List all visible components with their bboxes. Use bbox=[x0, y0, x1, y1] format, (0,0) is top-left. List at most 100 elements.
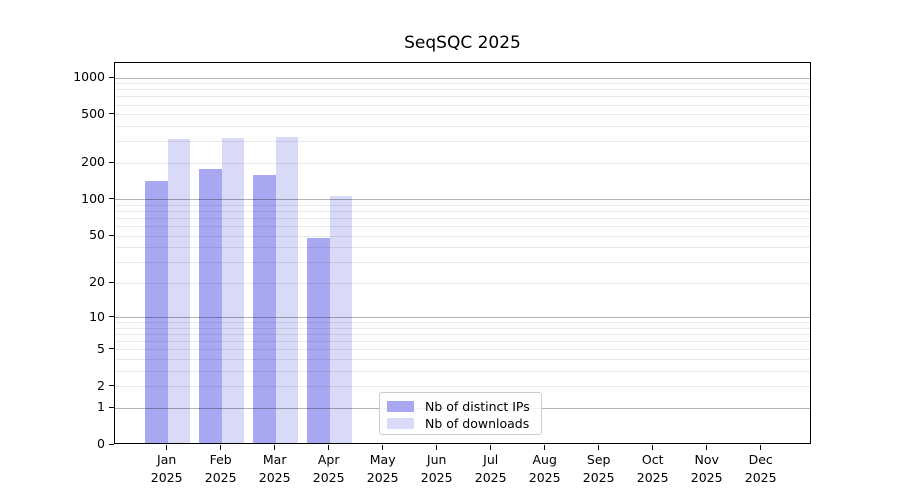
legend-row: Nb of distinct IPs bbox=[387, 398, 531, 414]
legend-label-distinct-ips: Nb of distinct IPs bbox=[425, 398, 530, 414]
y-tick-mark bbox=[109, 76, 114, 78]
legend: Nb of distinct IPs Nb of downloads bbox=[379, 392, 542, 435]
bar-downloads-feb bbox=[221, 138, 245, 443]
x-tick-year: 2025 bbox=[528, 469, 561, 485]
bar-downloads-apr bbox=[329, 195, 353, 443]
y-gridline-major bbox=[115, 77, 810, 79]
y-tick-mark bbox=[109, 385, 114, 387]
x-tick-month: Aug bbox=[532, 452, 557, 467]
plot-area: Nb of distinct IPs Nb of downloads bbox=[114, 62, 811, 444]
x-tick-year: 2025 bbox=[366, 469, 399, 485]
x-tick-label-feb: Feb 2025 bbox=[189, 451, 253, 486]
y-gridline-minor bbox=[115, 141, 810, 143]
x-tick-month: Mar bbox=[262, 452, 287, 467]
x-tick-label-jul: Jul 2025 bbox=[459, 451, 523, 486]
y-tick-label: 20 bbox=[89, 274, 105, 290]
y-tick-mark bbox=[109, 198, 114, 200]
y-tick-label: 500 bbox=[81, 105, 105, 121]
x-tick-month: Jul bbox=[483, 452, 499, 467]
bar-downloads-mar bbox=[275, 137, 299, 443]
x-tick-year: 2025 bbox=[312, 469, 345, 485]
x-tick-year: 2025 bbox=[150, 469, 183, 485]
bar-ips-mar bbox=[253, 175, 276, 443]
x-tick-label-may: May 2025 bbox=[351, 451, 415, 486]
bar-ips-apr bbox=[307, 238, 330, 443]
x-tick-mark bbox=[598, 445, 600, 450]
x-tick-mark bbox=[490, 445, 492, 450]
x-tick-month: Apr bbox=[317, 452, 340, 467]
x-tick-mark bbox=[166, 445, 168, 450]
x-tick-month: Oct bbox=[641, 452, 664, 467]
y-tick-mark bbox=[109, 281, 114, 283]
x-tick-year: 2025 bbox=[258, 469, 291, 485]
y-gridline-minor bbox=[115, 104, 810, 106]
x-tick-year: 2025 bbox=[744, 469, 777, 485]
y-gridline-minor bbox=[115, 218, 810, 220]
chart-title: SeqSQC 2025 bbox=[404, 33, 521, 53]
y-gridline-major bbox=[115, 199, 810, 201]
x-tick-year: 2025 bbox=[636, 469, 669, 485]
y-gridline-minor bbox=[115, 359, 810, 360]
x-tick-month: Dec bbox=[748, 452, 773, 467]
y-gridline-minor bbox=[115, 89, 810, 91]
x-tick-year: 2025 bbox=[690, 469, 723, 485]
x-tick-label-aug: Aug 2025 bbox=[513, 451, 577, 486]
x-tick-label-oct: Oct 2025 bbox=[621, 451, 685, 486]
y-tick-label: 1 bbox=[97, 399, 105, 415]
y-tick-mark bbox=[109, 316, 114, 318]
x-tick-label-dec: Dec 2025 bbox=[729, 451, 793, 486]
y-gridline-minor bbox=[115, 370, 810, 372]
y-gridline-minor bbox=[115, 114, 810, 116]
y-tick-mark bbox=[109, 348, 114, 350]
y-gridline-minor bbox=[115, 334, 810, 336]
x-tick-year: 2025 bbox=[474, 469, 507, 485]
y-tick-label: 100 bbox=[81, 190, 105, 206]
bar-downloads-jan bbox=[167, 138, 191, 443]
y-tick-label: 50 bbox=[89, 227, 105, 243]
x-tick-month: Sep bbox=[586, 452, 611, 467]
y-gridline-minor bbox=[115, 211, 810, 213]
y-tick-label: 0 bbox=[97, 436, 105, 451]
y-tick-mark bbox=[109, 161, 114, 163]
bar-ips-feb bbox=[199, 168, 222, 443]
x-tick-label-apr: Apr 2025 bbox=[297, 451, 361, 486]
x-tick-year: 2025 bbox=[204, 469, 237, 485]
y-gridline-minor bbox=[115, 262, 810, 264]
y-tick-label: 1000 bbox=[73, 69, 105, 84]
x-tick-label-mar: Mar 2025 bbox=[243, 451, 307, 486]
y-gridline-minor bbox=[115, 341, 810, 343]
y-gridline-minor bbox=[115, 162, 810, 164]
x-tick-year: 2025 bbox=[582, 469, 615, 485]
y-tick-label: 10 bbox=[89, 308, 105, 324]
x-tick-mark bbox=[652, 445, 654, 450]
y-tick-mark bbox=[109, 443, 114, 445]
legend-swatch-distinct-ips bbox=[387, 400, 414, 412]
y-gridline-minor bbox=[115, 96, 810, 98]
bar-ips-jan bbox=[145, 180, 168, 443]
x-tick-mark bbox=[382, 445, 384, 450]
x-tick-label-jan: Jan 2025 bbox=[135, 451, 199, 486]
x-tick-month: Jan bbox=[157, 452, 177, 467]
y-tick-label: 200 bbox=[81, 154, 105, 170]
y-gridline-minor bbox=[115, 386, 810, 388]
x-tick-month: Feb bbox=[209, 452, 232, 467]
x-tick-mark bbox=[760, 445, 762, 450]
legend-row: Nb of downloads bbox=[387, 415, 531, 431]
x-tick-mark bbox=[328, 445, 330, 450]
y-gridline-minor bbox=[115, 247, 810, 249]
y-gridline-minor bbox=[115, 204, 810, 206]
x-tick-label-nov: Nov 2025 bbox=[675, 451, 739, 486]
y-gridline-minor bbox=[115, 349, 810, 351]
y-gridline-minor bbox=[115, 322, 810, 324]
x-tick-month: Nov bbox=[694, 452, 719, 467]
y-tick-label: 2 bbox=[97, 377, 105, 393]
x-tick-mark bbox=[706, 445, 708, 450]
x-tick-mark bbox=[436, 445, 438, 450]
y-tick-mark bbox=[109, 406, 114, 408]
x-tick-label-sep: Sep 2025 bbox=[567, 451, 631, 486]
x-tick-month: May bbox=[369, 452, 396, 467]
y-tick-mark bbox=[109, 113, 114, 115]
y-tick-label: 5 bbox=[97, 340, 105, 356]
y-gridline-minor bbox=[115, 327, 810, 329]
